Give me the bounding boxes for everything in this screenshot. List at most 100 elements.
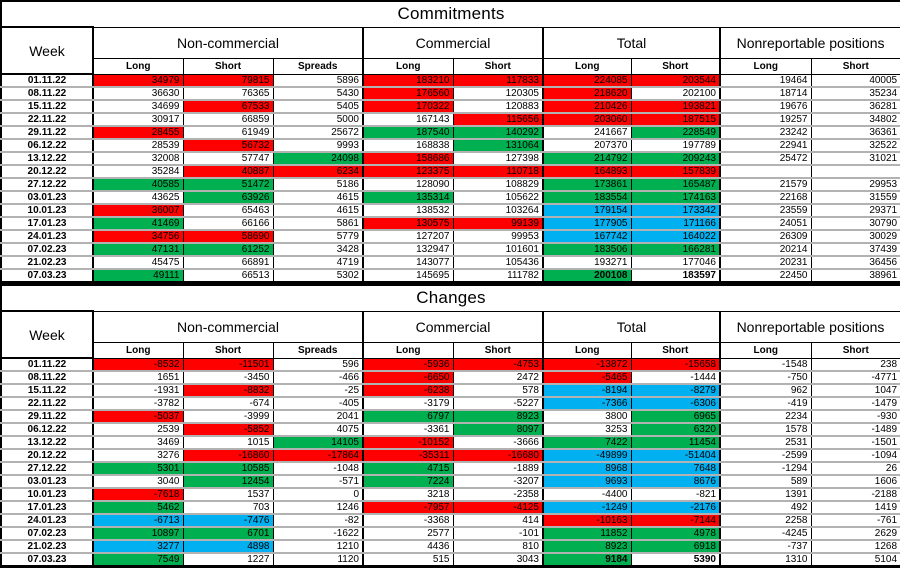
value-cell: -4245 — [719, 526, 812, 541]
value-cell: -5037 — [92, 409, 184, 424]
value-cell: 79815 — [182, 73, 274, 88]
value-cell: 9693 — [542, 474, 632, 489]
value-cell: 6701 — [182, 526, 274, 541]
value-cell: 2258 — [719, 513, 812, 528]
value-cell: 238 — [810, 357, 900, 372]
value-cell: -1501 — [810, 435, 900, 450]
col-header-long: Long — [362, 341, 454, 359]
value-cell: -6306 — [630, 396, 721, 411]
value-cell: 30917 — [92, 112, 184, 127]
value-cell: 187515 — [630, 112, 721, 127]
table-row: 08.11.22 36630 76365 5430 176560 120305 218620… — [0, 86, 900, 101]
value-cell: 61252 — [182, 242, 274, 257]
col-header-short: Short — [452, 341, 544, 359]
value-cell: 30790 — [810, 216, 900, 231]
value-cell: 5000 — [272, 112, 364, 127]
value-cell: 26309 — [719, 229, 812, 244]
week-cell: 08.11.22 — [0, 86, 94, 101]
value-cell: 31559 — [810, 190, 900, 205]
table-row: 15.11.22 -1931 -8832 -25 -6238 578 -8194 -8279 9… — [0, 383, 900, 398]
value-cell: 132947 — [362, 242, 454, 257]
week-cell: 17.01.23 — [0, 500, 94, 515]
table-row: 22.11.22 -3782 -674 -405 -3179 -5227 -7366 -630… — [0, 396, 900, 411]
value-cell: 241667 — [542, 125, 632, 140]
week-cell: 22.11.22 — [0, 112, 94, 127]
value-cell: 1210 — [272, 539, 364, 554]
value-cell: 120883 — [452, 99, 544, 114]
value-cell: 3043 — [452, 552, 544, 568]
value-cell: -2188 — [810, 487, 900, 502]
week-cell: 03.01.23 — [0, 190, 94, 205]
value-cell: 2234 — [719, 409, 812, 424]
value-cell: 34699 — [92, 99, 184, 114]
value-cell: 203060 — [542, 112, 632, 127]
value-cell: 4715 — [362, 461, 454, 476]
value-cell: 4436 — [362, 539, 454, 554]
value-cell: 589 — [719, 474, 812, 489]
value-cell: 171166 — [630, 216, 721, 231]
value-cell: 187540 — [362, 125, 454, 140]
value-cell: -419 — [719, 396, 812, 411]
week-cell: 20.12.22 — [0, 448, 94, 463]
value-cell: 105436 — [452, 255, 544, 270]
value-cell: 4978 — [630, 526, 721, 541]
col-header-short: Short — [810, 57, 900, 75]
value-cell: 49111 — [92, 268, 184, 284]
value-cell: 11454 — [630, 435, 721, 450]
value-cell: 3040 — [92, 474, 184, 489]
value-cell: -761 — [810, 513, 900, 528]
week-column-header: Week — [0, 26, 94, 75]
week-cell: 29.11.22 — [0, 125, 94, 140]
value-cell: -750 — [719, 370, 812, 385]
value-cell: 2472 — [452, 370, 544, 385]
value-cell: 5430 — [272, 86, 364, 101]
group-header-total: Total — [542, 310, 721, 343]
value-cell: 1227 — [182, 552, 274, 568]
value-cell: -3999 — [182, 409, 274, 424]
value-cell: -11501 — [182, 357, 274, 372]
value-cell: 6918 — [630, 539, 721, 554]
table-row: 20.12.22 35284 40887 6234 123375 110718 164893… — [0, 164, 900, 179]
group-header-non-commercial: Non-commercial — [92, 310, 364, 343]
value-cell: 810 — [452, 539, 544, 554]
week-cell: 07.02.23 — [0, 242, 94, 257]
value-cell: 7224 — [362, 474, 454, 489]
value-cell: 2531 — [719, 435, 812, 450]
col-header-short: Short — [630, 57, 721, 75]
value-cell: 596 — [272, 357, 364, 372]
week-cell: 03.01.23 — [0, 474, 94, 489]
value-cell: 210426 — [542, 99, 632, 114]
value-cell: 515 — [362, 552, 454, 568]
value-cell: 207370 — [542, 138, 632, 153]
value-cell: -737 — [719, 539, 812, 554]
value-cell: 45475 — [92, 255, 184, 270]
value-cell: -2176 — [630, 500, 721, 515]
week-cell: 08.11.22 — [0, 370, 94, 385]
value-cell: 1651 — [92, 370, 184, 385]
value-cell: 23242 — [719, 125, 812, 140]
value-cell: 67533 — [182, 99, 274, 114]
value-cell: 99139 — [452, 216, 544, 231]
value-cell: 8676 — [630, 474, 721, 489]
value-cell: 5104 — [810, 552, 900, 568]
value-cell: 3469 — [92, 435, 184, 450]
value-cell: -7957 — [362, 500, 454, 515]
value-cell: -7618 — [92, 487, 184, 502]
col-header-short: Short — [810, 341, 900, 359]
value-cell: 24051 — [719, 216, 812, 231]
value-cell: 174163 — [630, 190, 721, 205]
value-cell: 145695 — [362, 268, 454, 284]
value-cell: 2539 — [92, 422, 184, 437]
value-cell: 8923 — [542, 539, 632, 554]
table-row: 07.02.23 47131 61252 3428 132947 101601 183506… — [0, 242, 900, 257]
value-cell: 8097 — [452, 422, 544, 437]
value-cell: 177905 — [542, 216, 632, 231]
value-cell: -1622 — [272, 526, 364, 541]
table-row: 10.01.23 36007 65463 4615 138532 103264 179154… — [0, 203, 900, 218]
table-row: 07.03.23 49111 66513 5302 145695 111782 200108… — [0, 268, 900, 284]
value-cell: 32522 — [810, 138, 900, 153]
value-cell: -8194 — [542, 383, 632, 398]
value-cell: 5302 — [272, 268, 364, 284]
value-cell: 32008 — [92, 151, 184, 166]
